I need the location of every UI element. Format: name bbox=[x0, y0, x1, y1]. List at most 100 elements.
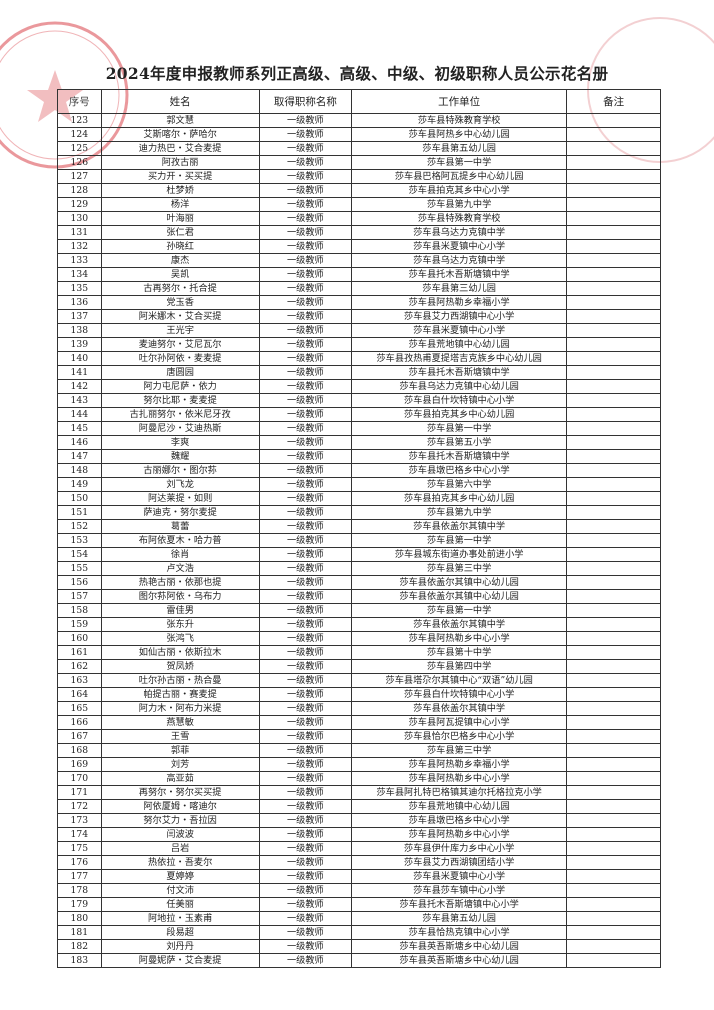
cell-name: 古再努尔・托合提 bbox=[100, 281, 260, 296]
cell-name: 阿力屯尼萨・依力 bbox=[100, 379, 260, 394]
cell-name: 帕提古丽・赛麦提 bbox=[100, 687, 260, 702]
cell-remark bbox=[566, 729, 661, 744]
cell-remark bbox=[566, 771, 661, 786]
cell-remark bbox=[566, 897, 661, 912]
cell-remark bbox=[566, 113, 661, 128]
cell-number: 167 bbox=[57, 729, 102, 744]
table-row: 156 热艳古丽・依那也提 一级教师 莎车县依盖尔其镇中心幼儿园 bbox=[57, 575, 661, 590]
header-number: 序号 bbox=[57, 89, 102, 114]
table-row: 168 郭菲 一级教师 莎车县第三中学 bbox=[57, 743, 661, 758]
cell-remark bbox=[566, 561, 661, 576]
cell-number: 182 bbox=[57, 939, 102, 954]
cell-name: 阿达莱提・如则 bbox=[100, 491, 260, 506]
cell-remark bbox=[566, 659, 661, 674]
cell-number: 180 bbox=[57, 911, 102, 926]
cell-number: 150 bbox=[57, 491, 102, 506]
cell-title: 一级教师 bbox=[258, 183, 353, 198]
cell-name: 阿米娜木・艾合买提 bbox=[100, 309, 260, 324]
cell-remark bbox=[566, 589, 661, 604]
cell-title: 一级教师 bbox=[258, 939, 353, 954]
table-row: 128 杜梦娇 一级教师 莎车县拍克其乡中心小学 bbox=[57, 183, 661, 198]
cell-title: 一级教师 bbox=[258, 631, 353, 646]
cell-number: 175 bbox=[57, 841, 102, 856]
cell-name: 任美丽 bbox=[100, 897, 260, 912]
table-row: 174 闫波波 一级教师 莎车县阿热勒乡中心小学 bbox=[57, 827, 661, 842]
cell-number: 162 bbox=[57, 659, 102, 674]
cell-unit: 莎车县塔尕尔其镇中心“双语”幼儿园 bbox=[351, 673, 568, 688]
cell-name: 再努尔・努尔买买提 bbox=[100, 785, 260, 800]
table-row: 148 古丽娜尔・图尔荪 一级教师 莎车县墩巴格乡中心小学 bbox=[57, 463, 661, 478]
cell-name: 艾斯喀尔・萨哈尔 bbox=[100, 127, 260, 142]
cell-number: 169 bbox=[57, 757, 102, 772]
cell-name: 如仙古丽・依斯拉木 bbox=[100, 645, 260, 660]
header-remark: 备注 bbox=[566, 89, 661, 114]
cell-unit: 莎车县艾力西湖镇团结小学 bbox=[351, 855, 568, 870]
cell-number: 132 bbox=[57, 239, 102, 254]
cell-unit: 莎车县荒地镇中心幼儿园 bbox=[351, 337, 568, 352]
table-row: 176 热依拉・吾麦尔 一级教师 莎车县艾力西湖镇团结小学 bbox=[57, 855, 661, 870]
table-row: 150 阿达莱提・如则 一级教师 莎车县拍克其乡中心幼儿园 bbox=[57, 491, 661, 506]
cell-unit: 莎车县墩巴格乡中心小学 bbox=[351, 463, 568, 478]
cell-number: 172 bbox=[57, 799, 102, 814]
cell-title: 一级教师 bbox=[258, 603, 353, 618]
cell-number: 140 bbox=[57, 351, 102, 366]
cell-unit: 莎车县乌达力克镇中学 bbox=[351, 225, 568, 240]
table-row: 180 阿地拉・玉素甫 一级教师 莎车县第五幼儿园 bbox=[57, 911, 661, 926]
cell-remark bbox=[566, 393, 661, 408]
table-row: 151 萨迪克・努尔麦提 一级教师 莎车县第九中学 bbox=[57, 505, 661, 520]
cell-name: 贺凤娇 bbox=[100, 659, 260, 674]
cell-unit: 莎车县阿热勒乡中心小学 bbox=[351, 631, 568, 646]
cell-remark bbox=[566, 407, 661, 422]
cell-unit: 莎车县第三中学 bbox=[351, 561, 568, 576]
cell-number: 183 bbox=[57, 953, 102, 968]
cell-remark bbox=[566, 687, 661, 702]
cell-unit: 莎车县第一中学 bbox=[351, 421, 568, 436]
table-row: 153 布阿依夏木・哈力普 一级教师 莎车县第一中学 bbox=[57, 533, 661, 548]
cell-unit: 莎车县恰热克镇中心小学 bbox=[351, 925, 568, 940]
cell-number: 168 bbox=[57, 743, 102, 758]
cell-remark bbox=[566, 463, 661, 478]
cell-name: 努尔比耶・麦麦提 bbox=[100, 393, 260, 408]
cell-number: 157 bbox=[57, 589, 102, 604]
cell-number: 170 bbox=[57, 771, 102, 786]
cell-number: 136 bbox=[57, 295, 102, 310]
cell-remark bbox=[566, 127, 661, 142]
cell-number: 160 bbox=[57, 631, 102, 646]
cell-remark bbox=[566, 337, 661, 352]
cell-unit: 莎车县白什坎特镇中心小学 bbox=[351, 687, 568, 702]
cell-remark bbox=[566, 141, 661, 156]
cell-number: 126 bbox=[57, 155, 102, 170]
cell-number: 148 bbox=[57, 463, 102, 478]
cell-number: 146 bbox=[57, 435, 102, 450]
cell-name: 阿曼尼沙・艾迪热斯 bbox=[100, 421, 260, 436]
cell-title: 一级教师 bbox=[258, 141, 353, 156]
table-row: 171 再努尔・努尔买买提 一级教师 莎车县阿扎特巴格镇其迪尔托格拉克小学 bbox=[57, 785, 661, 800]
cell-remark bbox=[566, 309, 661, 324]
cell-unit: 莎车县乌达力克镇中学 bbox=[351, 253, 568, 268]
table-row: 141 唐圆园 一级教师 莎车县托木吾斯塘镇中学 bbox=[57, 365, 661, 380]
cell-number: 181 bbox=[57, 925, 102, 940]
cell-number: 135 bbox=[57, 281, 102, 296]
cell-unit: 莎车县第一中学 bbox=[351, 533, 568, 548]
cell-remark bbox=[566, 673, 661, 688]
table-row: 129 杨洋 一级教师 莎车县第九中学 bbox=[57, 197, 661, 212]
table-row: 178 付文沛 一级教师 莎车县莎车镇中心小学 bbox=[57, 883, 661, 898]
cell-title: 一级教师 bbox=[258, 463, 353, 478]
cell-title: 一级教师 bbox=[258, 449, 353, 464]
cell-number: 159 bbox=[57, 617, 102, 632]
cell-unit: 莎车县托木吾斯塘镇中学 bbox=[351, 449, 568, 464]
table-row: 172 阿依厦姆・喀迪尔 一级教师 莎车县荒地镇中心幼儿园 bbox=[57, 799, 661, 814]
cell-number: 123 bbox=[57, 113, 102, 128]
cell-title: 一级教师 bbox=[258, 491, 353, 506]
cell-remark bbox=[566, 449, 661, 464]
cell-remark bbox=[566, 631, 661, 646]
cell-name: 吐尔孙阿依・麦麦提 bbox=[100, 351, 260, 366]
cell-title: 一级教师 bbox=[258, 365, 353, 380]
cell-title: 一级教师 bbox=[258, 169, 353, 184]
cell-unit: 莎车县依盖尔其镇中心幼儿园 bbox=[351, 589, 568, 604]
cell-title: 一级教师 bbox=[258, 533, 353, 548]
cell-number: 174 bbox=[57, 827, 102, 842]
cell-number: 144 bbox=[57, 407, 102, 422]
cell-name: 阿依厦姆・喀迪尔 bbox=[100, 799, 260, 814]
cell-number: 165 bbox=[57, 701, 102, 716]
